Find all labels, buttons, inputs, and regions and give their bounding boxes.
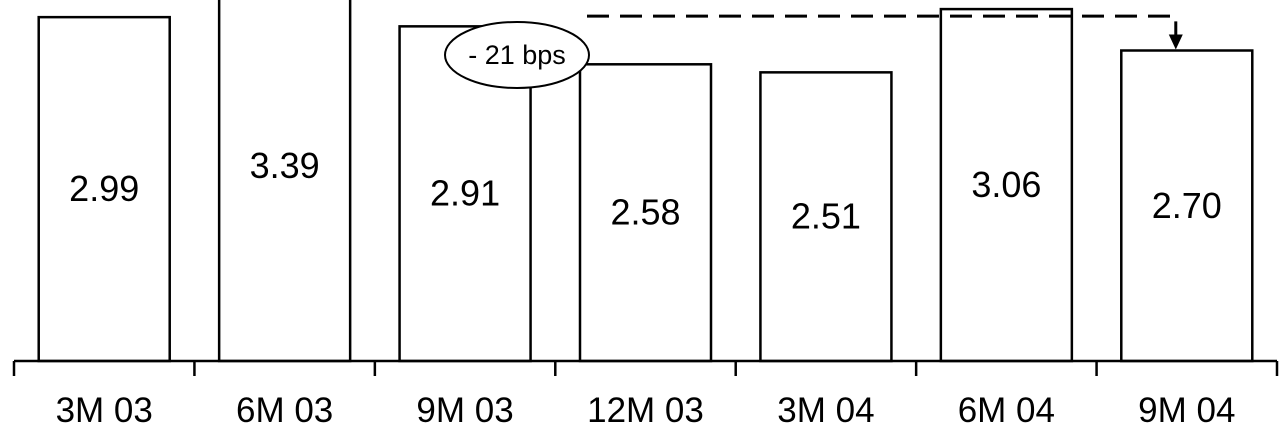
x-tick-label: 9M 03 [416,391,513,430]
x-axis-labels: 3M 03 6M 03 9M 03 12M 03 3M 04 6M 04 9M 04 [56,391,1236,430]
bar-3m-04 [759,71,893,363]
bar-12m-03 [578,63,713,363]
x-tick-label: 6M 03 [236,391,333,430]
x-axis-ticks [12,361,1279,376]
bar-value-label: 2.99 [69,168,139,209]
bar-value-label: 3.39 [250,145,320,186]
bar-value-label: 3.06 [971,164,1041,205]
annotation-arrowhead [1168,34,1183,50]
change-annotation: - 21 bps [444,14,1183,89]
bar-value-label: 2.51 [791,196,861,237]
x-tick-label: 3M 03 [56,391,153,430]
x-tick-label: 3M 04 [777,391,874,430]
bar-value-label: 2.70 [1152,185,1222,226]
bar-6m-03 [217,0,352,363]
bars-group: 2.99 3.39 2.91 2.58 2.51 3.06 2.70 [37,0,1254,363]
annotation-dashed-connector [587,14,1178,37]
bar-6m-04 [939,7,1074,363]
bar-9m-04 [1120,49,1254,363]
bar-value-label: 2.58 [610,192,680,233]
annotation-callout [444,21,590,89]
bar-value-label: 2.91 [430,173,500,214]
x-tick-label: 6M 04 [958,391,1055,430]
annotation-text: - 21 bps [468,40,566,70]
bar-3m-03 [37,15,171,363]
x-tick-label: 12M 03 [587,391,704,430]
x-tick-label: 9M 04 [1138,391,1235,430]
